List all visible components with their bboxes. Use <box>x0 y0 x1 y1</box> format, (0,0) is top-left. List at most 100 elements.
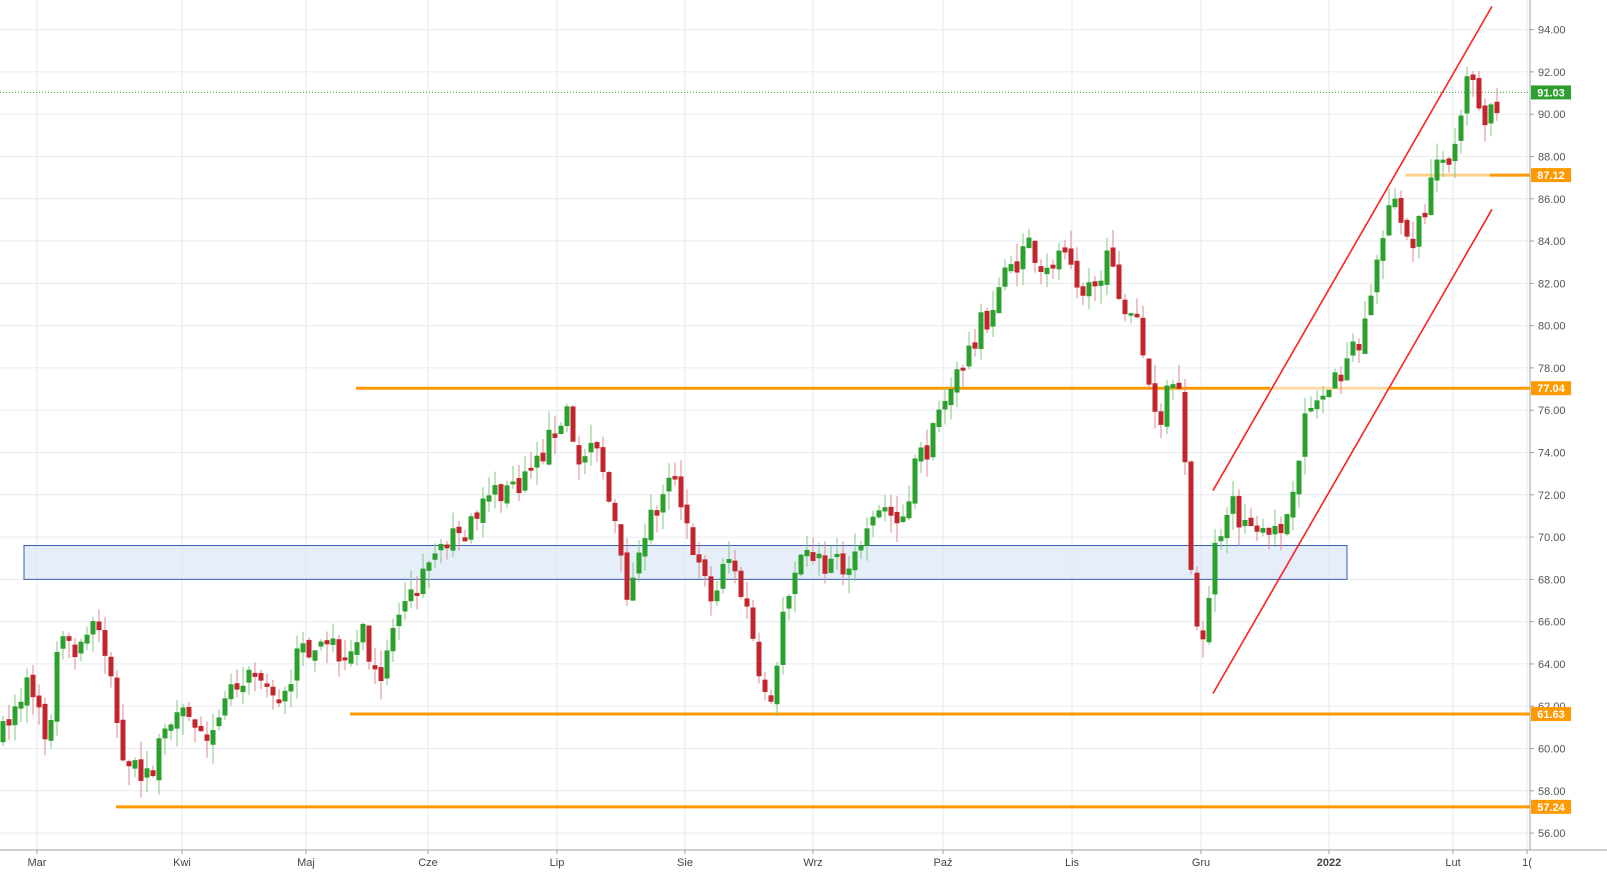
candle-body <box>684 504 690 524</box>
candle-body <box>762 679 768 692</box>
candle-body <box>834 553 840 557</box>
candle-body <box>156 738 162 781</box>
candle-body <box>408 589 414 602</box>
candle-body <box>1236 495 1242 528</box>
y-tick-label: 58.00 <box>1538 786 1566 798</box>
candle-body <box>1488 104 1494 124</box>
candle-body <box>1332 372 1338 389</box>
candle-body <box>1476 78 1482 109</box>
candle-body <box>420 568 426 594</box>
x-tick-label: Gru <box>1192 857 1210 869</box>
candle-body <box>1194 572 1200 627</box>
candle-body <box>894 511 900 524</box>
candle-body <box>396 614 402 627</box>
candle-body <box>1038 266 1044 272</box>
candle-body <box>258 673 264 681</box>
candle-body <box>48 719 54 741</box>
candle-body <box>288 684 294 692</box>
candle-body <box>1002 267 1008 287</box>
candle-body <box>432 553 438 560</box>
candle-body <box>666 477 672 492</box>
candle-body <box>672 476 678 480</box>
candle-body <box>366 625 372 662</box>
candle-body <box>60 636 66 649</box>
candle-body <box>24 677 30 706</box>
candle-body <box>636 552 642 574</box>
candle-body <box>30 674 36 698</box>
candle-body <box>1212 542 1218 595</box>
candle-body <box>930 423 936 458</box>
candle-body <box>702 559 708 577</box>
candle-body <box>1482 105 1488 126</box>
level-label: 61.63 <box>1537 709 1565 721</box>
candle-body <box>972 342 978 349</box>
candle-body <box>1116 264 1122 299</box>
candle-body <box>36 695 42 708</box>
candle-body <box>1416 216 1422 247</box>
candle-body <box>1362 318 1368 354</box>
candle-body <box>450 528 456 551</box>
candle-body <box>228 684 234 700</box>
candle-body <box>1086 282 1092 297</box>
candle-body <box>162 728 168 739</box>
candle-body <box>870 516 876 526</box>
candle-body <box>132 760 138 769</box>
candle-body <box>600 447 606 472</box>
candle-body <box>564 406 570 427</box>
candle-body <box>1254 525 1260 532</box>
candle-body <box>642 538 648 557</box>
candle-body <box>816 553 822 559</box>
candle-body <box>462 537 468 542</box>
candle-body <box>1320 395 1326 400</box>
candle-body <box>402 601 408 612</box>
price-labels: 87.12 77.04 61.63 57.24 91.03 <box>1531 85 1571 814</box>
candles <box>0 66 1500 798</box>
level-label: 87.12 <box>1537 170 1565 182</box>
y-tick-label: 80.00 <box>1538 321 1566 333</box>
candle-body <box>474 512 480 519</box>
candle-body <box>234 683 240 690</box>
candle-body <box>576 445 582 465</box>
candle-body <box>174 712 180 729</box>
candle-body <box>540 452 546 462</box>
candle-body <box>1056 250 1062 270</box>
x-tick-label: Kwi <box>173 857 191 869</box>
candle-body <box>1350 341 1356 356</box>
candle-body <box>612 502 618 522</box>
candle-body <box>792 572 798 595</box>
candle-body <box>570 406 576 442</box>
candle-body <box>756 641 762 677</box>
candle-body <box>978 312 984 349</box>
candle-body <box>1188 461 1194 570</box>
candle-body <box>888 506 894 516</box>
candle-body <box>912 458 918 504</box>
y-tick-label: 84.00 <box>1538 236 1566 248</box>
candle-body <box>210 730 216 745</box>
x-tick-label: Maj <box>297 857 315 869</box>
candle-body <box>624 552 630 600</box>
candle-body <box>942 400 948 410</box>
candle-body <box>1080 286 1086 296</box>
candle-body <box>1110 247 1116 267</box>
candle-body <box>0 721 6 743</box>
candle-body <box>996 287 1002 314</box>
candle-body <box>252 672 258 677</box>
candle-body <box>1422 212 1428 218</box>
candle-body <box>354 642 360 655</box>
x-tick-label: 2022 <box>1317 857 1341 869</box>
candle-body <box>726 559 732 563</box>
candle-body <box>186 706 192 717</box>
candle-body <box>1344 358 1350 381</box>
candle-body <box>384 650 390 679</box>
candle-body <box>1386 205 1392 236</box>
candle-body <box>1032 240 1038 263</box>
candle-body <box>1164 385 1170 427</box>
candle-body <box>786 596 792 609</box>
y-tick-label: 74.00 <box>1538 447 1566 459</box>
y-tick-label: 68.00 <box>1538 574 1566 586</box>
candle-body <box>768 695 774 702</box>
candle-body <box>378 667 384 682</box>
candle-body <box>654 510 660 516</box>
